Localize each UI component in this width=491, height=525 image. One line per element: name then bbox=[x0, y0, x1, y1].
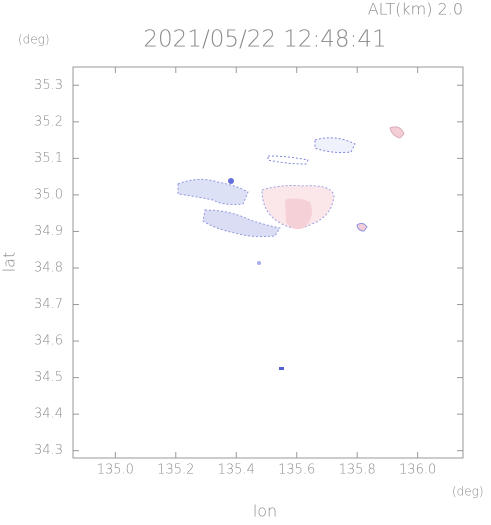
x-tick-label: 135.8 bbox=[339, 463, 376, 478]
x-axis-label: lon bbox=[253, 502, 277, 521]
y-tick-label: 34.6 bbox=[34, 334, 63, 349]
plot-frame bbox=[72, 66, 464, 459]
x-tick-label: 135.0 bbox=[97, 463, 134, 478]
x-tick-label: 135.6 bbox=[278, 463, 315, 478]
y-tick-label: 34.8 bbox=[34, 260, 63, 275]
y-tick-label: 34.4 bbox=[34, 407, 63, 422]
x-tick-label: 135.2 bbox=[157, 463, 194, 478]
x-tick-label: 135.4 bbox=[218, 463, 255, 478]
y-tick-label: 35.0 bbox=[34, 187, 63, 202]
y-unit: (deg) bbox=[18, 33, 50, 47]
y-tick-label: 34.7 bbox=[34, 297, 63, 312]
y-tick-label: 35.1 bbox=[34, 151, 63, 166]
y-tick-label: 35.3 bbox=[34, 78, 63, 93]
y-tick-label: 34.9 bbox=[34, 224, 63, 239]
y-tick-label: 34.3 bbox=[34, 443, 63, 458]
y-axis-label: lat bbox=[0, 252, 19, 273]
y-tick-label: 35.2 bbox=[34, 114, 63, 129]
y-tick-label: 34.5 bbox=[34, 370, 63, 385]
altitude-label: ALT(km) 2.0 bbox=[368, 0, 463, 19]
x-tick-label: 136.0 bbox=[399, 463, 436, 478]
x-unit: (deg) bbox=[452, 485, 484, 499]
echo-field bbox=[177, 126, 405, 370]
chart-title: 2021/05/22 12:48:41 bbox=[143, 27, 386, 53]
